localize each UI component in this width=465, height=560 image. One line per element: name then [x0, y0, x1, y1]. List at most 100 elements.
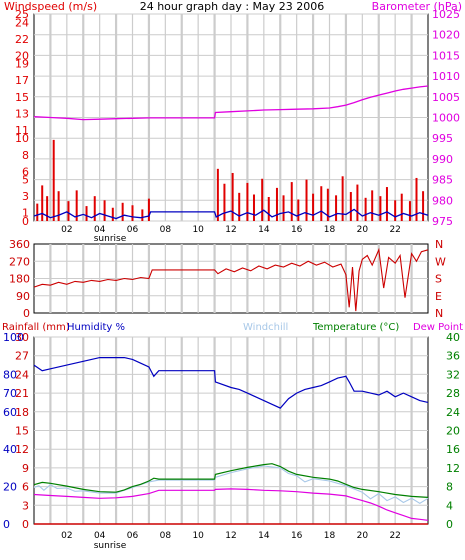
hour-tick-label: 04	[94, 225, 106, 235]
hour-tick-label: 08	[160, 531, 172, 541]
direction-degree-tick-label: 360	[9, 238, 30, 251]
hour-tick-label: 10	[192, 531, 204, 541]
legend-rainfall: Rainfall (mm)	[2, 322, 70, 333]
wind-direction-line	[33, 247, 429, 312]
barometer-tick-label: 975	[432, 215, 453, 228]
direction-compass-tick-label: E	[435, 290, 442, 303]
sunrise-label-top: sunrise	[94, 234, 127, 244]
hour-tick-label: 02	[61, 225, 72, 235]
barometer-tick-label: 1020	[432, 29, 460, 42]
temp-humidity-grid	[34, 336, 428, 525]
rainfall-tick-label: 6	[22, 481, 29, 494]
direction-degree-tick-label: 180	[9, 273, 30, 286]
hour-axis-top: 02 04 06 08 10 12 14 16 18 20 22	[61, 225, 401, 235]
hour-tick-label: 14	[258, 225, 270, 235]
temperature-line	[33, 463, 429, 498]
windspeed-average-line	[33, 208, 429, 220]
direction-compass-tick-label: W	[435, 255, 446, 268]
hour-tick-label: 16	[291, 225, 303, 235]
humidity-tick-label: 60	[3, 406, 17, 419]
barometer-axis: 975 980 985 990 995 1000 1005 1010 1015 1020 1025	[432, 8, 460, 228]
barometer-tick-label: 1025	[432, 8, 460, 21]
temperature-tick-label: 20	[446, 425, 460, 438]
barometer-tick-label: 1010	[432, 70, 460, 83]
humidity-tick-label: 20	[3, 481, 17, 494]
hour-tick-label: 14	[258, 531, 270, 541]
rainfall-tick-label: 15	[15, 425, 29, 438]
direction-degree-tick-label: 270	[9, 255, 30, 268]
rainfall-tick-label: 30	[15, 331, 29, 344]
legend-temperature: Temperature (°C)	[312, 322, 399, 333]
windspeed-tick-label: 25	[15, 8, 29, 21]
rainfall-tick-label: 21	[15, 387, 29, 400]
windspeed-tick-label: 11	[15, 124, 29, 137]
temperature-tick-label: 0	[446, 518, 453, 531]
humidity-tick-label: 70	[3, 387, 17, 400]
direction-compass-tick-label: N	[435, 238, 443, 251]
windspeed-tick-label: 15	[15, 91, 29, 104]
sunrise-label-bottom: sunrise	[94, 541, 127, 551]
barometer-tick-label: 1015	[432, 49, 460, 62]
barometer-tick-label: 980	[432, 194, 453, 207]
humidity-tick-label: 40	[3, 443, 17, 456]
temperature-tick-label: 28	[446, 387, 460, 400]
windspeed-tick-label: 20	[15, 49, 29, 62]
hour-tick-label: 08	[160, 225, 172, 235]
rainfall-tick-label: 0	[22, 518, 29, 531]
temperature-tick-label: 36	[446, 350, 460, 363]
windchill-line	[33, 465, 429, 505]
temperature-tick-label: 16	[446, 443, 460, 456]
humidity-line	[33, 357, 429, 409]
dew-point-line	[33, 488, 429, 521]
direction-degree-tick-label: 90	[16, 290, 30, 303]
barometer-tick-label: 1005	[432, 91, 460, 104]
windspeed-tick-label: 10	[15, 132, 29, 145]
direction-degree-tick-label: 0	[23, 307, 30, 320]
temperature-tick-label: 12	[446, 462, 460, 475]
legend-dew-point: Dew Point	[413, 322, 463, 333]
wind-direction-series	[33, 247, 429, 312]
barometer-axis-label: Barometer (hPa)	[372, 0, 462, 13]
rainfall-tick-label: 12	[15, 443, 29, 456]
hour-tick-label: 18	[324, 531, 336, 541]
windspeed-tick-label: 17	[15, 74, 29, 87]
rainfall-tick-label: 24	[15, 368, 29, 381]
barometer-tick-label: 990	[432, 153, 453, 166]
hour-axis-bottom: 02 04 06 08 10 12 14 16 18 20 22	[61, 531, 401, 541]
humidity-axis: 0 20 40 60 70 80 100	[3, 331, 24, 531]
direction-compass-tick-label: N	[435, 307, 443, 320]
temperature-tick-label: 40	[446, 331, 460, 344]
rainfall-axis: 0 3 6 9 12 15 18 21 24 27 30	[15, 331, 29, 531]
temperature-tick-label: 24	[446, 406, 460, 419]
windspeed-tick-label: 3	[22, 190, 29, 203]
humidity-tick-label: 80	[3, 368, 17, 381]
hour-tick-label: 20	[357, 531, 369, 541]
hour-tick-label: 22	[389, 225, 400, 235]
humidity-tick-label: 100	[3, 331, 24, 344]
rainfall-tick-label: 27	[15, 350, 29, 363]
temperature-tick-label: 8	[446, 481, 453, 494]
temperature-tick-label: 32	[446, 368, 460, 381]
windspeed-tick-label: 5	[22, 174, 29, 187]
windspeed-tick-label: 1	[22, 207, 29, 220]
hour-tick-label: 22	[389, 531, 400, 541]
windspeed-tick-label: 8	[22, 149, 29, 162]
rainfall-tick-label: 18	[15, 406, 29, 419]
temp-humidity-series	[33, 357, 429, 525]
windspeed-tick-label: 6	[22, 165, 29, 178]
legend-humidity: Humidity %	[67, 322, 125, 333]
hour-tick-label: 06	[127, 225, 139, 235]
rainfall-tick-label: 3	[22, 499, 29, 512]
legend-windchill: Windchill	[243, 322, 288, 333]
barometer-tick-label: 985	[432, 174, 453, 187]
barometer-tick-label: 1000	[432, 112, 460, 125]
windspeed-tick-label: 24	[15, 16, 29, 29]
hour-tick-label: 10	[192, 225, 204, 235]
hour-tick-label: 16	[291, 531, 303, 541]
windspeed-tick-label: 13	[15, 107, 29, 120]
direction-compass-tick-label: S	[435, 273, 442, 286]
windspeed-tick-label: 0	[22, 215, 29, 228]
